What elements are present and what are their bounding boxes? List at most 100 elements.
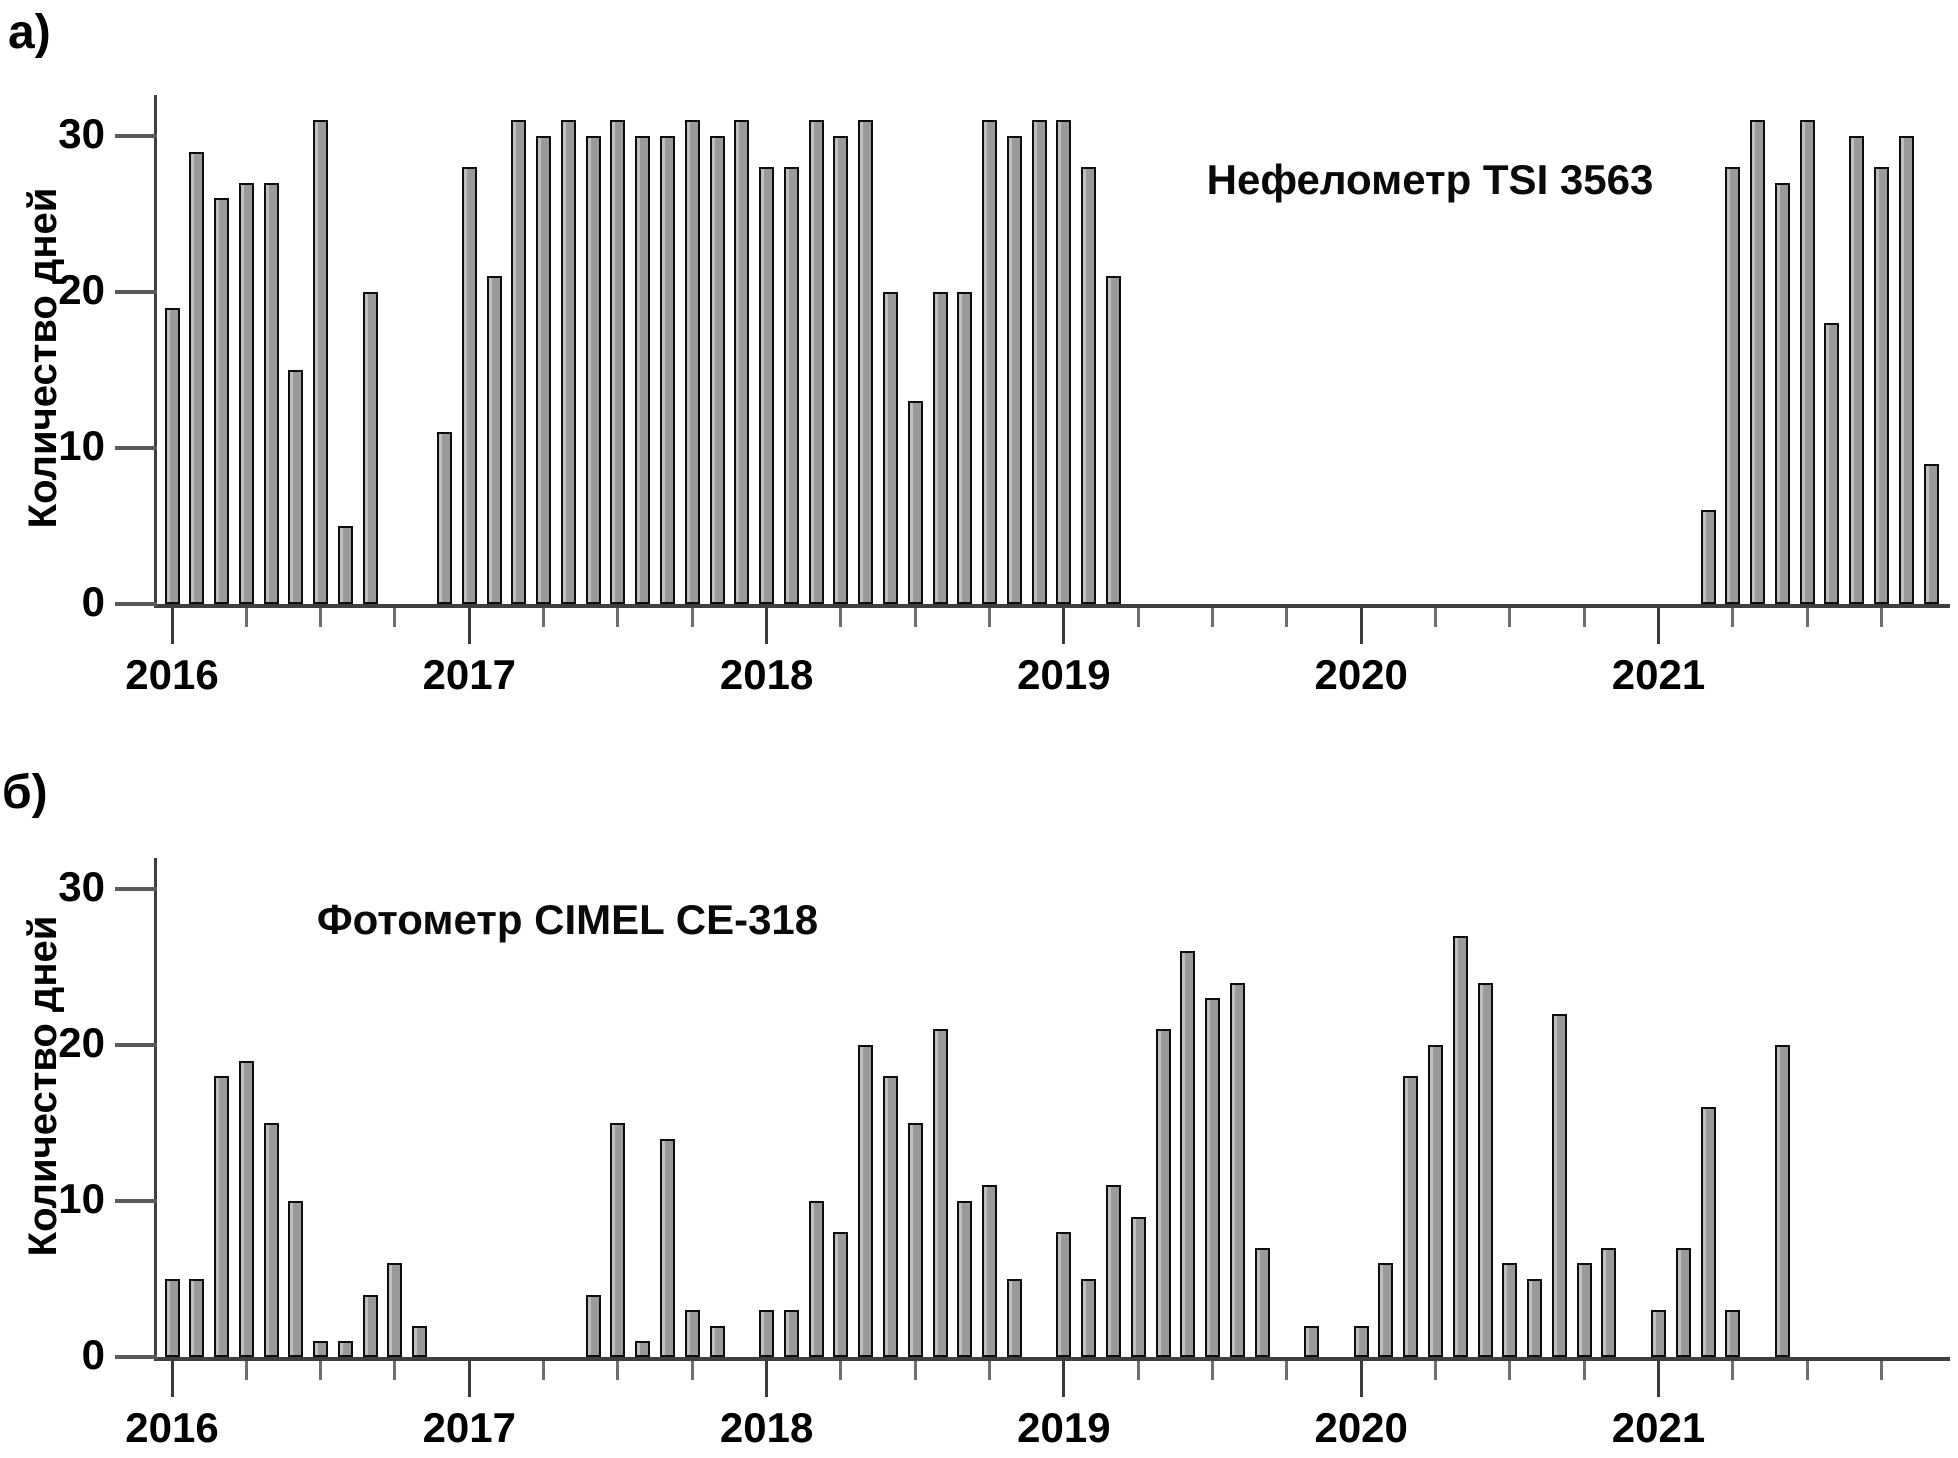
x-tick-quarter xyxy=(913,608,917,627)
y-tick xyxy=(115,290,157,294)
bar xyxy=(412,1326,428,1357)
y-tick-label: 30 xyxy=(58,110,105,157)
bar xyxy=(313,120,329,604)
bar xyxy=(1576,1263,1592,1357)
x-tick-year xyxy=(170,608,174,644)
bar xyxy=(1229,983,1245,1357)
bar xyxy=(1205,998,1221,1357)
bar xyxy=(189,152,205,604)
bar xyxy=(1056,1232,1072,1357)
bar xyxy=(932,292,948,604)
bar xyxy=(610,1123,626,1357)
bar xyxy=(932,1029,948,1357)
bar xyxy=(461,167,477,604)
x-tick-quarter xyxy=(1434,608,1438,627)
x-tick-quarter xyxy=(1508,608,1512,627)
x-tick-quarter xyxy=(1879,608,1883,627)
bar xyxy=(734,120,750,604)
bar xyxy=(362,1295,378,1357)
bar xyxy=(1056,120,1072,604)
bar xyxy=(1081,1279,1097,1357)
bar xyxy=(833,136,849,604)
x-tick-label: 2018 xyxy=(719,1404,814,1451)
y-tick-label: 20 xyxy=(58,1019,105,1066)
bar xyxy=(1873,167,1889,604)
y-tick-label: 10 xyxy=(58,422,105,469)
bar xyxy=(1527,1279,1543,1357)
x-tick-quarter xyxy=(319,608,323,627)
bar xyxy=(957,1201,973,1357)
y-axis xyxy=(154,858,157,1361)
y-tick xyxy=(115,446,157,450)
bar xyxy=(1006,136,1022,604)
bar xyxy=(486,276,502,604)
x-tick-quarter xyxy=(319,1361,323,1380)
bar xyxy=(1452,936,1468,1357)
bar xyxy=(288,370,304,604)
bar xyxy=(907,1123,923,1357)
bar xyxy=(907,401,923,604)
x-tick-quarter xyxy=(1582,1361,1586,1380)
bar xyxy=(164,308,180,604)
bar xyxy=(362,292,378,604)
bar xyxy=(1105,1185,1121,1357)
bar xyxy=(1774,183,1790,604)
y-tick xyxy=(115,1355,157,1359)
bar xyxy=(585,1295,601,1357)
x-tick-quarter xyxy=(1434,1361,1438,1380)
x-tick-label: 2017 xyxy=(422,1404,517,1451)
bar xyxy=(263,1123,279,1357)
y-tick xyxy=(115,602,157,606)
bar xyxy=(337,526,353,604)
x-tick-year xyxy=(467,1361,471,1397)
bar xyxy=(560,120,576,604)
panel-a-label: а) xyxy=(8,6,51,59)
x-tick-quarter xyxy=(839,1361,843,1380)
x-tick-label: 2020 xyxy=(1314,651,1408,698)
bar xyxy=(982,1185,998,1357)
x-tick-label: 2021 xyxy=(1611,651,1706,698)
x-tick-label: 2018 xyxy=(719,651,814,698)
bar xyxy=(1130,1217,1146,1357)
x-tick-year xyxy=(1657,1361,1660,1397)
x-tick-quarter xyxy=(690,608,694,627)
x-tick-quarter xyxy=(542,1361,546,1380)
bar xyxy=(1675,1248,1691,1357)
bar xyxy=(536,136,552,604)
bar xyxy=(511,120,527,604)
bar xyxy=(263,183,279,604)
y-tick xyxy=(115,1199,157,1203)
x-tick-quarter xyxy=(1136,608,1140,627)
x-tick-label: 2019 xyxy=(1017,1404,1111,1451)
x-tick-label: 2019 xyxy=(1017,651,1111,698)
x-tick-year xyxy=(765,1361,769,1397)
bar xyxy=(610,120,626,604)
y-tick-label: 20 xyxy=(58,266,105,313)
bar xyxy=(833,1232,849,1357)
bar xyxy=(1180,951,1196,1357)
bar xyxy=(660,1139,675,1357)
bar xyxy=(759,167,775,604)
bar xyxy=(957,292,973,604)
y-tick xyxy=(115,887,157,891)
bar xyxy=(189,1279,205,1357)
x-tick-quarter xyxy=(542,608,546,627)
bar xyxy=(858,1045,874,1357)
bar xyxy=(1799,120,1815,604)
bar xyxy=(288,1201,304,1357)
bar xyxy=(1849,136,1865,604)
bar xyxy=(1551,1014,1567,1357)
bar xyxy=(1081,167,1097,604)
y-tick-label: 0 xyxy=(81,578,105,625)
x-axis xyxy=(154,1357,1950,1361)
x-tick-year xyxy=(467,608,471,644)
x-tick-quarter xyxy=(1731,1361,1735,1380)
x-tick-quarter xyxy=(1285,608,1289,627)
bar xyxy=(709,136,725,604)
bar xyxy=(1353,1326,1369,1357)
bar xyxy=(1774,1045,1790,1357)
bar xyxy=(1750,120,1766,604)
chart-a-title: Нефелометр TSI 3563 xyxy=(1206,156,1654,203)
bar xyxy=(214,198,230,604)
